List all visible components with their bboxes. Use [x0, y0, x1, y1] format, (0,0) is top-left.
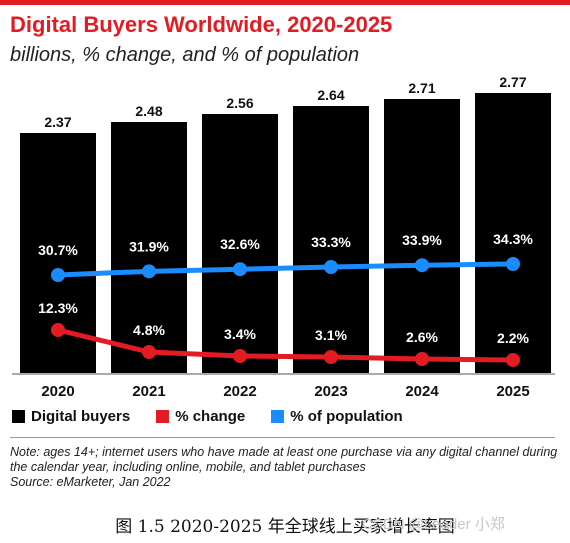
label-pct-change-2020: 12.3%: [38, 300, 78, 316]
source-text: Source: eMarketer, Jan 2022: [10, 475, 171, 489]
chart-title: Digital Buyers Worldwide, 2020-2025: [10, 12, 393, 37]
chart-legend: Digital buyers % change % of population: [12, 408, 429, 425]
label-pct-population-2025: 34.3%: [493, 231, 533, 247]
bar-value-label-2020: 2.37: [44, 114, 71, 130]
line-pct-change: [57, 327, 514, 363]
x-tick-label-2024: 2024: [405, 383, 439, 400]
point-pct-change-2025: [506, 353, 520, 367]
point-pct-population-2024: [415, 258, 429, 273]
label-pct-change-2024: 2.6%: [406, 329, 438, 345]
legend-item-pct-change: % change: [156, 408, 245, 425]
chart-note: Note: ages 14+; internet users who have …: [10, 445, 560, 490]
chart-subtitle: billions, % change, and % of population: [10, 44, 360, 66]
point-pct-change-2021: [142, 345, 156, 359]
bar-value-label-2024: 2.71: [408, 80, 435, 96]
point-pct-population-2025: [506, 257, 520, 271]
bar-value-label-2022: 2.56: [226, 95, 253, 111]
x-tick-label-2020: 2020: [41, 383, 74, 400]
label-pct-change-2022: 3.4%: [224, 326, 256, 342]
watermark: CSDN @Leader 小郑: [362, 516, 505, 533]
point-pct-population-2023: [324, 260, 338, 275]
x-tick-label-2025: 2025: [496, 383, 529, 400]
x-tick-label-2021: 2021: [132, 383, 165, 400]
label-pct-population-2020: 30.7%: [38, 242, 78, 258]
bar-2025: [475, 93, 551, 373]
point-pct-change-2023: [324, 350, 338, 364]
legend-label-pct-change: % change: [175, 408, 246, 425]
point-pct-change-2022: [233, 349, 247, 363]
x-tick-label-2023: 2023: [314, 383, 347, 400]
bar-2023: [293, 106, 369, 373]
bar-value-label-2025: 2.77: [499, 74, 526, 90]
legend-swatch-pct-change: [156, 410, 170, 423]
legend-label-digital-buyers: Digital buyers: [31, 408, 131, 425]
figure-caption: 图 1.5 2020-2025 年全球线上买家增长率图: [115, 517, 455, 537]
bar-2022: [202, 114, 278, 373]
note-text: Note: ages 14+; internet users who have …: [10, 445, 558, 474]
legend-swatch-digital-buyers: [12, 410, 25, 423]
x-tick-label-2022: 2022: [223, 383, 256, 400]
chart-svg: 2.37 2.48 2.56 2.64 2.71 2.77 2020 2021 2022 2023…: [12, 74, 555, 400]
label-pct-population-2021: 31.9%: [129, 238, 169, 254]
label-pct-population-2023: 33.3%: [311, 234, 351, 250]
legend-item-pct-population: % of population: [271, 408, 403, 425]
note-divider: [10, 437, 555, 438]
legend-swatch-pct-population: [271, 410, 285, 423]
label-pct-population-2022: 32.6%: [220, 236, 260, 252]
bar-2024: [384, 99, 460, 373]
top-accent-bar: [0, 0, 570, 5]
point-pct-population-2021: [142, 264, 156, 279]
point-pct-population-2022: [233, 262, 247, 277]
point-pct-change-2024: [415, 352, 429, 366]
point-pct-population-2020: [51, 268, 65, 282]
label-pct-change-2025: 2.2%: [497, 330, 529, 346]
legend-label-pct-population: % of population: [290, 408, 403, 425]
bar-2021: [111, 122, 187, 373]
line-pct-population: [57, 261, 514, 278]
bar-value-label-2023: 2.64: [317, 87, 344, 103]
bar-value-label-2021: 2.48: [135, 103, 162, 119]
point-pct-change-2020: [51, 323, 65, 337]
legend-item-digital-buyers: Digital buyers: [12, 408, 130, 425]
label-pct-change-2023: 3.1%: [315, 327, 347, 343]
label-pct-population-2024: 33.9%: [402, 232, 442, 248]
label-pct-change-2021: 4.8%: [133, 322, 165, 338]
